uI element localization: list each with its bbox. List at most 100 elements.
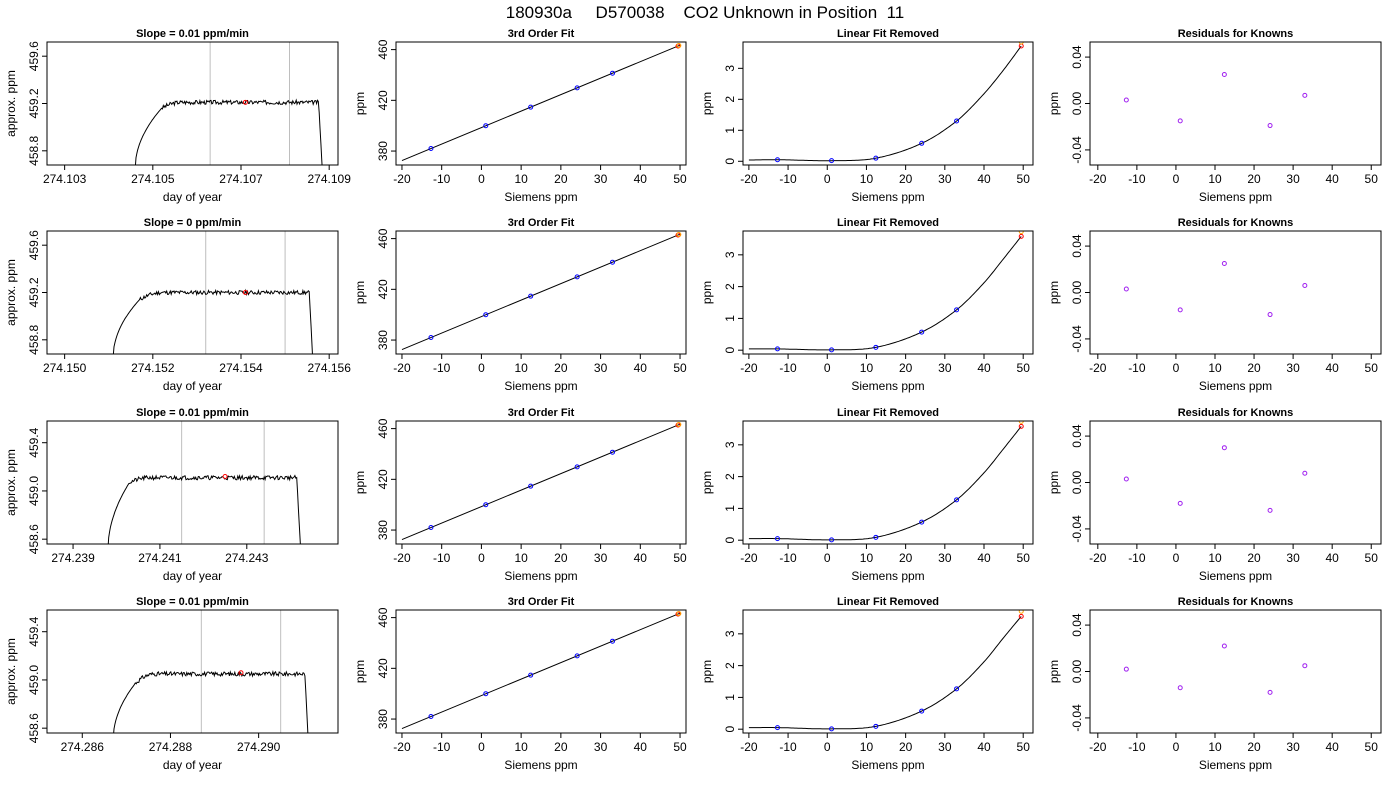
x-tick-label: 10 [514, 740, 528, 754]
panel-r4-c3: Linear Fit Removed -20 -10 0 10 20 30 40 50 0 1 2 3 S… [700, 596, 1034, 772]
fit-line [401, 612, 681, 730]
y-tick-label: 0.00 [1070, 659, 1084, 683]
x-tick-label: 30 [594, 551, 608, 565]
plot-frame [395, 230, 687, 355]
y-tick-label: 3 [723, 441, 737, 448]
panel-r3-c3: Linear Fit Removed -20 -10 0 10 20 30 40 50 0 1 2 3 S… [700, 407, 1034, 583]
y-tick-label: 420 [376, 279, 390, 299]
x-tick-label: -20 [740, 740, 758, 754]
x-tick-label: 40 [634, 740, 648, 754]
y-axis-label: ppm [700, 660, 714, 683]
y-axis-label: ppm [700, 92, 714, 115]
x-tick-label: 30 [594, 740, 608, 754]
data-point [1123, 476, 1129, 482]
panel-r3-c1: Slope = 0.01 ppm/min 274.239 274.241 274.24… [4, 407, 339, 583]
x-tick-label: -10 [1128, 361, 1146, 375]
plot-frame [742, 230, 1034, 355]
data-point [528, 104, 534, 110]
x-tick-label: 50 [673, 740, 687, 754]
series-trace [113, 669, 309, 733]
plot-area [1123, 260, 1308, 318]
x-tick-label: -10 [433, 740, 451, 754]
data-point [919, 329, 925, 335]
panel-r4-c4: Residuals for Knowns -20 -10 0 10 20 30 40 50 -0.… [1047, 596, 1382, 772]
y-tick-label: 0.00 [1070, 470, 1084, 494]
panel-grid: Slope = 0.01 ppm/min 274.103 274.105 274.10… [4, 28, 1382, 772]
data-point [873, 534, 879, 540]
panel-r1-c3: Linear Fit Removed -20 -10 0 10 20 30 40 50 0 1 2 3 S… [700, 28, 1034, 204]
x-tick-label: 50 [673, 551, 687, 565]
data-point [610, 259, 616, 265]
plot-area [1123, 643, 1308, 695]
x-tick-label: -10 [779, 361, 797, 375]
data-point [1267, 312, 1273, 318]
data-point [574, 274, 580, 280]
data-point [1018, 610, 1024, 614]
data-point [574, 653, 580, 659]
data-point [483, 123, 489, 129]
data-point [428, 335, 434, 341]
x-tick-label: -20 [393, 172, 411, 186]
y-tick-label: 2 [723, 96, 737, 103]
plot-frame [395, 41, 687, 166]
data-point [774, 157, 780, 163]
panel-title: 3rd Order Fit [508, 596, 575, 608]
x-tick-label: 274.239 [51, 551, 95, 565]
y-tick-label: 458.8 [27, 324, 41, 354]
x-tick-label: -10 [779, 172, 797, 186]
data-point [1177, 685, 1183, 691]
x-tick-label: 50 [1017, 361, 1031, 375]
data-point [1123, 666, 1129, 672]
x-axis-label: day of year [163, 569, 222, 583]
x-axis-label: day of year [163, 758, 222, 772]
x-axis-label: Siemens ppm [504, 569, 577, 583]
x-tick-label: -20 [393, 361, 411, 375]
x-tick-label: 0 [478, 172, 485, 186]
y-tick-label: 1 [723, 694, 737, 701]
y-tick-label: 1 [723, 315, 737, 322]
x-tick-label: 40 [977, 172, 991, 186]
data-point [1018, 42, 1024, 45]
x-tick-label: 274.156 [307, 361, 351, 375]
x-tick-label: -10 [1128, 172, 1146, 186]
data-point [829, 158, 835, 164]
y-tick-label: 0.04 [1070, 424, 1084, 448]
panel-title: Linear Fit Removed [837, 217, 939, 229]
y-axis-label: ppm [1047, 471, 1061, 494]
x-tick-label: 40 [1325, 740, 1339, 754]
y-tick-label: 420 [376, 658, 390, 678]
plot-area [112, 231, 313, 354]
y-tick-label: -0.04 [1070, 136, 1084, 164]
y-tick-label: 380 [376, 330, 390, 350]
x-tick-label: 10 [1208, 551, 1222, 565]
x-tick-label: -10 [779, 551, 797, 565]
data-point [222, 473, 228, 479]
plot-area [134, 42, 323, 165]
x-tick-label: 20 [554, 740, 568, 754]
plot-frame [1089, 41, 1382, 166]
x-axis-label: Siemens ppm [851, 190, 924, 204]
x-axis-label: Siemens ppm [1199, 190, 1272, 204]
data-point [1018, 233, 1024, 239]
x-tick-label: 30 [1286, 551, 1300, 565]
plot-frame [742, 41, 1034, 166]
x-tick-label: 40 [634, 361, 648, 375]
x-tick-label: -10 [433, 551, 451, 565]
y-tick-label: 0 [723, 726, 737, 733]
x-axis-label: Siemens ppm [851, 569, 924, 583]
x-tick-label: 40 [1325, 172, 1339, 186]
series-trace [134, 98, 323, 165]
panel-r4-c2: 3rd Order Fit -20 -10 0 10 20 30 40 50 380 420 460 S… [353, 596, 687, 772]
plot-area [113, 610, 309, 733]
y-tick-label: 458.6 [27, 713, 41, 743]
x-tick-label: 0 [824, 172, 831, 186]
y-axis-label: ppm [1047, 92, 1061, 115]
x-tick-label: -10 [433, 361, 451, 375]
x-tick-label: 40 [634, 551, 648, 565]
fit-line [401, 423, 681, 541]
plot-area [401, 422, 682, 541]
plot-frame [742, 420, 1034, 545]
x-tick-label: 40 [1325, 551, 1339, 565]
y-axis-label: approx. ppm [4, 259, 18, 326]
y-axis-label: approx. ppm [4, 449, 18, 516]
